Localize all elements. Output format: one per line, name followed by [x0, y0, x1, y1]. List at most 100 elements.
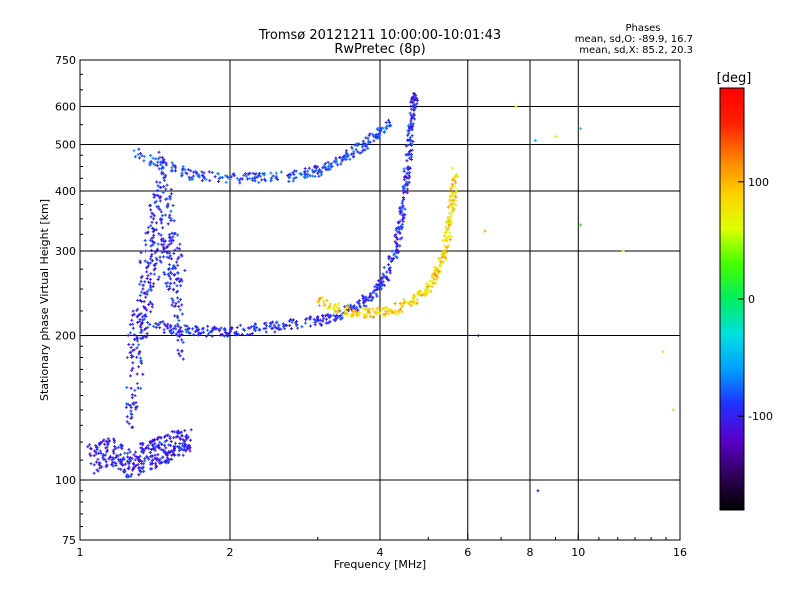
scatter-point: [169, 217, 173, 221]
scatter-point: [173, 169, 177, 173]
scatter-point: [671, 408, 675, 412]
scatter-point: [396, 243, 400, 247]
scatter-point: [369, 315, 373, 319]
scatter-point: [414, 106, 418, 110]
scatter-point: [406, 182, 410, 186]
scatter-point: [364, 297, 368, 301]
scatter-point: [175, 260, 179, 264]
scatter-point: [313, 174, 317, 178]
scatter-point: [146, 264, 150, 268]
scatter-point: [184, 435, 188, 439]
y-tick-label: 750: [55, 54, 76, 67]
scatter-point: [232, 174, 236, 178]
scatter-point: [290, 320, 294, 324]
scatter-point: [87, 443, 91, 447]
scatter-point: [161, 166, 165, 170]
scatter-point: [422, 292, 426, 296]
scatter-point: [132, 402, 136, 406]
scatter-point: [445, 230, 449, 234]
scatter-point: [105, 445, 109, 449]
scatter-point: [170, 166, 174, 170]
scatter-point: [184, 171, 188, 175]
scatter-point: [161, 245, 165, 249]
scatter-point: [398, 307, 402, 311]
scatter-point: [448, 218, 452, 222]
scatter-point: [138, 282, 142, 286]
scatter-point: [341, 313, 345, 317]
scatter-point: [145, 290, 149, 294]
scatter-point: [447, 204, 451, 208]
scatter-point: [159, 195, 163, 199]
scatter-point: [175, 284, 179, 288]
scatter-point: [154, 325, 158, 329]
scatter-point: [319, 173, 323, 177]
scatter-point: [389, 309, 393, 313]
scatter-point: [206, 332, 210, 336]
scatter-point: [137, 365, 141, 369]
scatter-point: [163, 443, 167, 447]
scatter-point: [114, 462, 118, 466]
scatter-point: [398, 244, 402, 248]
scatter-point: [449, 220, 453, 224]
scatter-point: [145, 231, 149, 235]
scatter-point: [157, 443, 161, 447]
scatter-point: [448, 222, 452, 226]
scatter-point: [433, 265, 437, 269]
scatter-point: [114, 463, 118, 467]
scatter-point: [255, 175, 259, 179]
scatter-point: [138, 324, 142, 328]
scatter-point: [178, 280, 182, 284]
scatter-point: [385, 275, 389, 279]
scatter-point: [283, 327, 287, 331]
scatter-point: [217, 327, 221, 331]
scatter-point: [142, 469, 146, 473]
scatter-point: [130, 368, 134, 372]
scatter-point: [363, 148, 367, 152]
scatter-point: [171, 300, 175, 304]
scatter-point: [160, 167, 164, 171]
scatter-point: [345, 313, 349, 317]
scatter-point: [153, 453, 157, 457]
scatter-point: [448, 197, 452, 201]
scatter-point: [132, 333, 136, 337]
scatter-point: [413, 97, 417, 101]
scatter-point: [352, 306, 356, 310]
scatter-point: [313, 170, 317, 174]
scatter-point: [364, 144, 368, 148]
x-axis-ticks: 1 2 4 6 8 10 16: [77, 534, 687, 559]
scatter-point: [451, 191, 455, 195]
scatter-point: [174, 327, 178, 331]
scatter-point: [450, 205, 454, 209]
scatter-point: [162, 322, 166, 326]
scatter-point: [180, 447, 184, 451]
scatter-point: [342, 154, 346, 158]
scatter-point: [182, 445, 186, 449]
scatter-point: [152, 443, 156, 447]
scatter-point: [127, 474, 131, 478]
scatter-point: [144, 334, 148, 338]
scatter-point: [138, 466, 142, 470]
scatter-point: [345, 311, 349, 315]
scatter-point: [151, 447, 155, 451]
scatter-point: [379, 281, 383, 285]
scatter-point: [437, 269, 441, 273]
scatter-point: [152, 233, 156, 237]
scatter-point: [131, 313, 135, 317]
scatter-point: [408, 136, 412, 140]
scatter-point: [161, 226, 165, 230]
scatter-point: [173, 304, 177, 308]
scatter-point: [156, 436, 160, 440]
scatter-point: [176, 324, 180, 328]
scatter-point: [321, 314, 325, 318]
scatter-point: [263, 179, 267, 183]
scatter-point: [406, 139, 410, 143]
scatter-point: [133, 394, 137, 398]
scatter-point: [407, 129, 411, 133]
scatter-point: [159, 221, 163, 225]
scatter-point: [226, 176, 230, 180]
scatter-point: [161, 448, 165, 452]
scatter-point: [141, 336, 145, 340]
scatter-point: [127, 465, 131, 469]
